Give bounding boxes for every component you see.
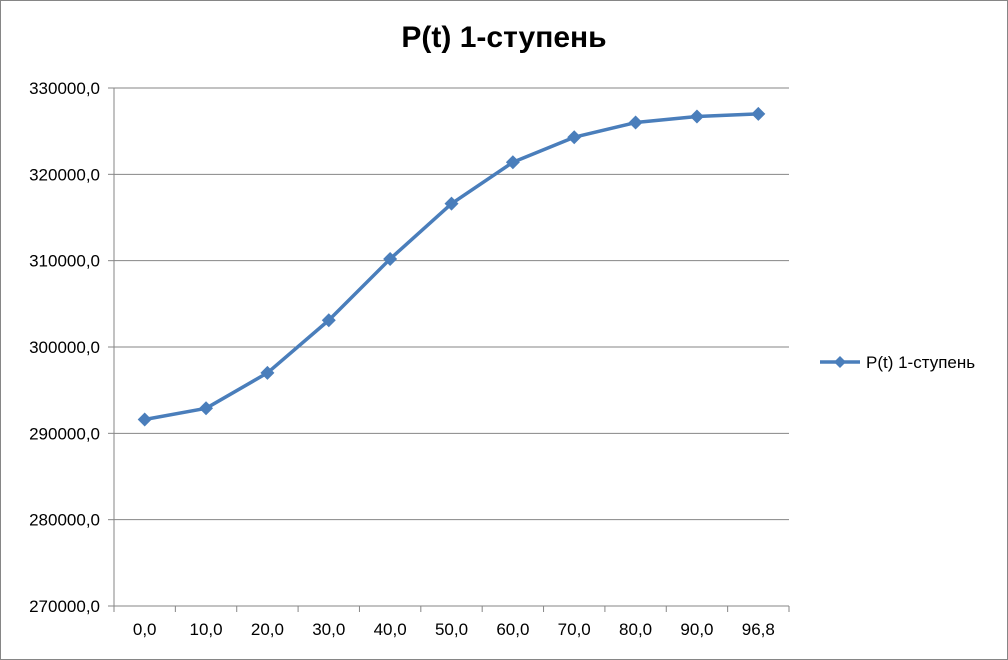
series-line	[144, 112, 759, 422]
y-tick-label: 290000,0	[29, 424, 100, 443]
y-tick-label: 280000,0	[29, 511, 100, 530]
data-point	[444, 196, 459, 211]
y-tick-label: 300000,0	[29, 338, 100, 357]
x-tick-label: 96,8	[742, 620, 775, 639]
data-point	[260, 365, 275, 380]
legend-label: P(t) 1-ступень	[866, 353, 975, 372]
y-tick-label: 320000,0	[29, 165, 100, 184]
data-point	[628, 115, 643, 130]
x-tick-label: 60,0	[496, 620, 529, 639]
x-tick-label: 70,0	[558, 620, 591, 639]
x-tick-label: 90,0	[680, 620, 713, 639]
y-tick-label: 330000,0	[29, 79, 100, 98]
data-point	[751, 106, 766, 121]
x-tick-label: 80,0	[619, 620, 652, 639]
x-tick-label: 30,0	[312, 620, 345, 639]
x-tick-label: 40,0	[374, 620, 407, 639]
x-tick-label: 50,0	[435, 620, 468, 639]
data-point	[505, 155, 520, 170]
data-point	[567, 130, 582, 145]
y-tick-label: 270000,0	[29, 597, 100, 616]
data-point	[137, 412, 152, 427]
chart-title: P(t) 1-ступень	[401, 21, 607, 54]
data-point	[383, 251, 398, 266]
data-point	[689, 109, 704, 124]
x-tick-label: 20,0	[251, 620, 284, 639]
x-tick-label: 0,0	[133, 620, 157, 639]
y-tick-label: 310000,0	[29, 252, 100, 271]
legend-marker	[834, 356, 846, 368]
x-tick-label: 10,0	[189, 620, 222, 639]
data-point	[321, 313, 336, 328]
data-point	[199, 401, 214, 416]
